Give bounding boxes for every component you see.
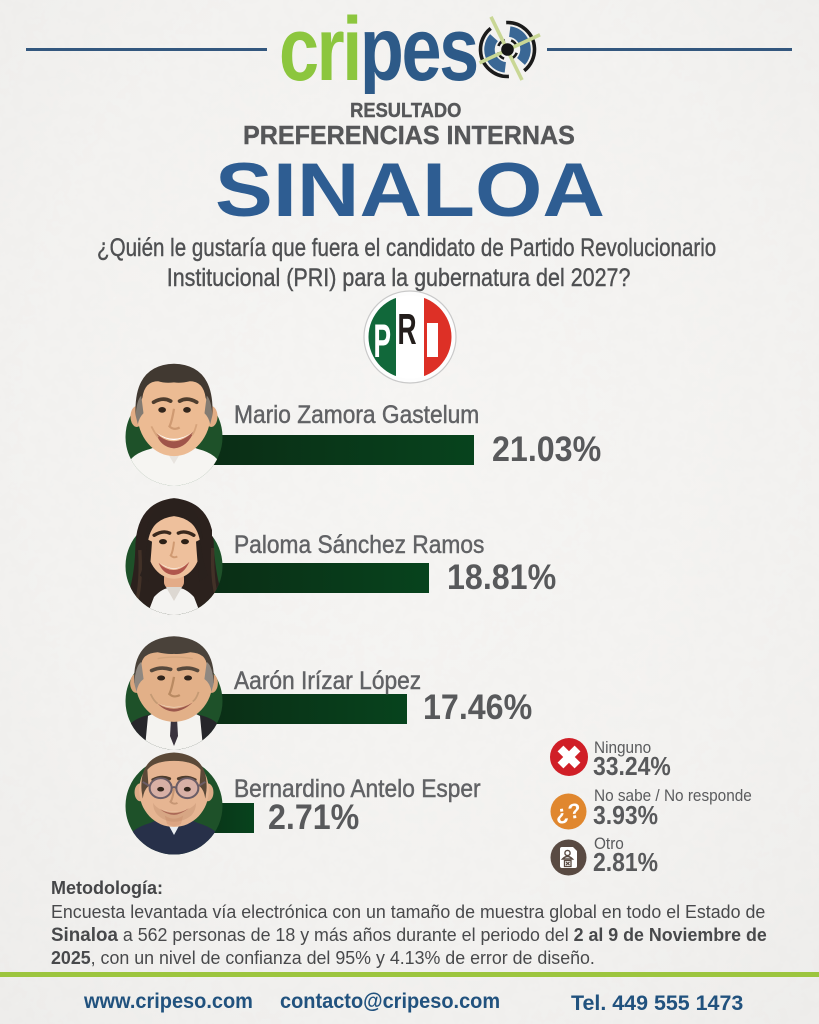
svg-text:P: P <box>374 316 392 368</box>
svg-text:¿?: ¿? <box>554 799 583 825</box>
svg-text:R: R <box>398 304 417 354</box>
